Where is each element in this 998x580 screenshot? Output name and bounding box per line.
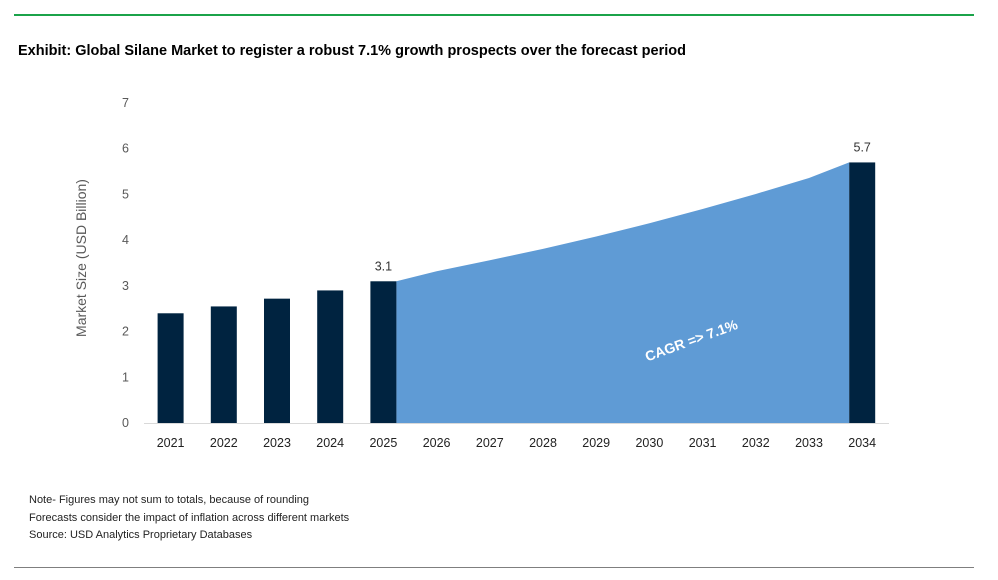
y-tick-label: 1	[122, 370, 129, 384]
bar-2024	[317, 290, 344, 423]
x-tick-label: 2034	[848, 436, 876, 450]
y-tick-label: 0	[122, 416, 129, 430]
bar-2034	[849, 162, 876, 423]
data-label-2034: 5.7	[854, 140, 871, 154]
x-tick-label: 2027	[476, 436, 504, 450]
x-tick-label: 2029	[582, 436, 610, 450]
x-tick-label: 2028	[529, 436, 557, 450]
x-tick-label: 2023	[263, 436, 291, 450]
y-axis-label: Market Size (USD Billion)	[73, 179, 89, 337]
y-tick-label: 5	[122, 187, 129, 201]
note-inflation: Forecasts consider the impact of inflati…	[29, 511, 350, 524]
y-tick-label: 3	[122, 279, 129, 293]
x-tick-label: 2021	[157, 436, 185, 450]
x-tick-label: 2025	[369, 436, 397, 450]
bar-2025	[370, 281, 397, 423]
y-tick-label: 4	[122, 233, 129, 247]
bar-2023	[264, 298, 290, 423]
y-tick-label: 7	[122, 96, 129, 110]
exhibit-title: Exhibit: Global Silane Market to registe…	[18, 43, 686, 59]
data-label-2025: 3.1	[375, 259, 392, 273]
x-tick-label: 2022	[210, 436, 238, 450]
footnotes: Note- Figures may not sum to totals, bec…	[29, 492, 349, 545]
note-source: Source: USD Analytics Proprietary Databa…	[29, 529, 253, 541]
bottom-rule	[14, 567, 974, 568]
x-tick-label: 2030	[635, 436, 663, 450]
note-rounding: Note- Figures may not sum to totals, bec…	[29, 494, 310, 506]
x-tick-label: 2032	[742, 436, 770, 450]
bar-2022	[210, 306, 237, 423]
x-tick-label: 2033	[795, 436, 823, 450]
bar-2021	[157, 313, 184, 423]
x-tick-label: 2026	[423, 436, 451, 450]
y-tick-label: 6	[122, 142, 129, 156]
y-tick-label: 2	[122, 325, 129, 339]
x-tick-label: 2024	[316, 436, 344, 450]
top-accent-rule	[14, 14, 974, 16]
x-tick-label: 2031	[689, 436, 717, 450]
forecast-area	[396, 162, 850, 423]
